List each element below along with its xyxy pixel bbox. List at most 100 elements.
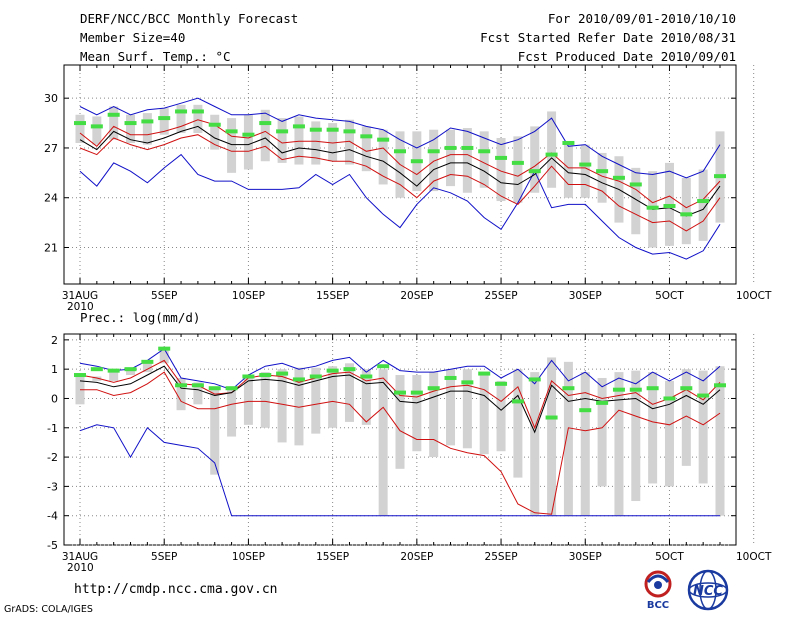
y-tick-label: -3 xyxy=(47,480,58,493)
median-marker xyxy=(697,393,710,398)
spread-box xyxy=(260,372,270,428)
spread-box xyxy=(227,118,237,173)
spread-box xyxy=(378,129,388,185)
spread-box xyxy=(277,118,287,163)
median-marker xyxy=(528,169,541,174)
spread-box xyxy=(429,129,439,192)
median-marker xyxy=(495,155,508,160)
median-marker xyxy=(191,109,204,114)
spread-box xyxy=(126,114,136,143)
spread-box xyxy=(159,350,169,364)
spread-box xyxy=(210,389,220,475)
median-marker xyxy=(276,371,289,376)
median-marker xyxy=(680,212,693,217)
median-marker xyxy=(612,387,625,392)
median-marker xyxy=(90,367,103,372)
median-marker xyxy=(511,160,524,165)
max-line xyxy=(79,97,721,179)
x-tick-label: 30SEP xyxy=(569,551,602,563)
median-marker xyxy=(292,124,305,129)
median-marker xyxy=(612,175,625,180)
median-marker xyxy=(596,169,609,174)
spread-box xyxy=(429,372,439,458)
median-marker xyxy=(444,375,457,380)
variable-label: Mean Surf. Temp.: °C xyxy=(80,49,231,64)
median-marker xyxy=(646,386,659,391)
median-marker xyxy=(208,386,221,391)
median-marker xyxy=(141,119,154,124)
forecast-period: For 2010/09/01-2010/10/10 xyxy=(547,11,736,26)
y-tick-label: 27 xyxy=(44,142,58,155)
spread-box xyxy=(176,377,186,411)
y-tick-label: 21 xyxy=(44,242,58,255)
spread-box xyxy=(530,126,540,193)
median-marker xyxy=(545,415,558,420)
median-marker xyxy=(326,127,339,132)
x-tick-label: 5SEP xyxy=(151,551,177,563)
x-tick-label: 20SEP xyxy=(400,290,433,302)
spread-box xyxy=(294,367,304,446)
spread-box xyxy=(631,370,641,502)
spread-box xyxy=(311,121,321,165)
spread-box xyxy=(479,131,489,188)
x-tick-label: 5SEP xyxy=(151,290,177,302)
spread-box xyxy=(294,116,304,165)
median-marker xyxy=(714,383,726,388)
spread-box xyxy=(446,129,456,187)
spread-box xyxy=(395,375,405,469)
lower-std-line xyxy=(79,134,721,232)
median-marker xyxy=(377,364,390,369)
median-marker xyxy=(360,134,373,139)
grads-credit: GrADS: COLA/IGES xyxy=(4,604,93,615)
spread-box xyxy=(328,123,338,162)
spread-box xyxy=(126,370,136,376)
min-line xyxy=(79,424,720,517)
spread-box xyxy=(698,169,708,241)
median-marker xyxy=(259,121,272,126)
median-marker xyxy=(242,132,255,137)
spread-box xyxy=(361,126,371,172)
median-marker xyxy=(225,129,238,134)
spread-box xyxy=(496,138,506,202)
ensemble-mean-line xyxy=(79,365,721,434)
spread-box xyxy=(681,177,691,245)
spread-box xyxy=(92,116,102,145)
x-tick-label: 20SEP xyxy=(400,551,433,563)
median-marker xyxy=(225,386,238,391)
produced-date: Fcst Produced Date 2010/09/01 xyxy=(517,49,736,64)
spread-box xyxy=(378,369,388,516)
median-marker xyxy=(394,149,406,154)
spread-box xyxy=(92,376,102,381)
panel-title: Prec.: log(mm/d) xyxy=(80,310,200,325)
spread-box xyxy=(344,119,354,165)
median-marker xyxy=(427,386,440,391)
member-size: Member Size=40 xyxy=(80,30,186,45)
spread-box xyxy=(698,370,708,484)
median-marker xyxy=(343,367,356,372)
spread-box xyxy=(142,113,152,145)
spread-box xyxy=(563,141,573,198)
footer-url[interactable]: http://cmdp.ncc.cma.gov.cn xyxy=(74,582,278,597)
median-marker xyxy=(629,387,642,392)
spread-box xyxy=(193,382,203,405)
median-marker xyxy=(276,129,289,134)
refer-date: Fcst Started Refer Date 2010/08/31 xyxy=(480,30,736,45)
spread-box xyxy=(547,111,557,188)
bcc-logo: BCC xyxy=(644,570,672,610)
median-marker xyxy=(461,145,474,150)
spread-box xyxy=(176,104,186,134)
median-marker xyxy=(410,390,423,395)
spread-box xyxy=(75,114,85,143)
spread-box xyxy=(277,369,287,443)
x-year-label: 2010 xyxy=(67,301,94,313)
median-marker xyxy=(309,374,322,379)
x-tick-label: 25SEP xyxy=(485,290,518,302)
median-marker xyxy=(394,390,406,395)
median-marker xyxy=(90,124,103,129)
y-tick-label: -5 xyxy=(47,539,58,552)
median-marker xyxy=(646,205,659,210)
median-marker xyxy=(377,137,390,142)
x-tick-label: 30SEP xyxy=(569,290,602,302)
x-tick-label: 15SEP xyxy=(316,551,349,563)
